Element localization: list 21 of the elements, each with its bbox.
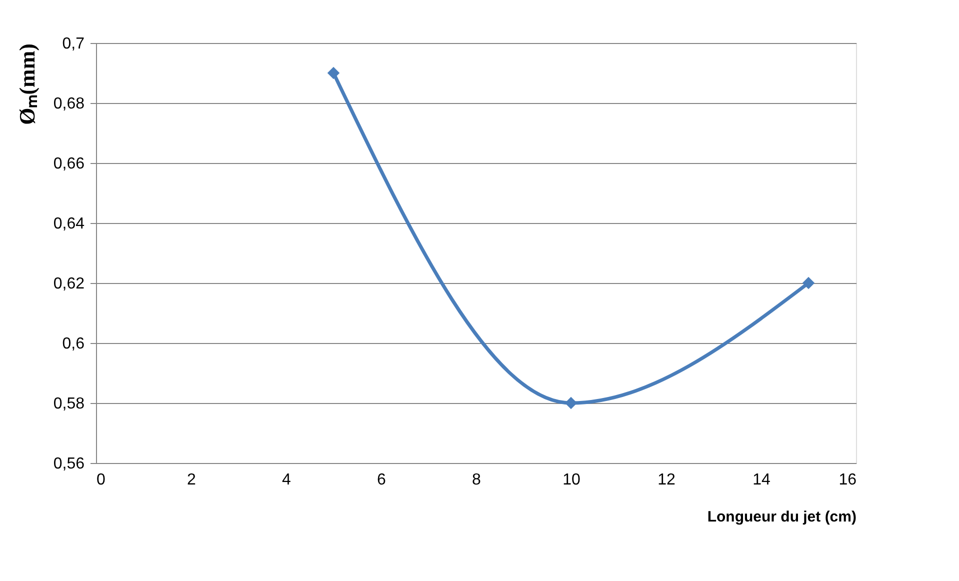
y-tick-label: 0,56 [53, 456, 85, 472]
x-tick-label: 10 [562, 472, 580, 488]
y-tick-label: 0,7 [62, 36, 85, 52]
x-tick-label: 16 [838, 472, 857, 488]
x-tick-label: 0 [96, 472, 106, 488]
x-tick-label: 8 [472, 472, 482, 488]
y-axis-title: Øₘ(mm) [14, 44, 40, 125]
y-tick-label: 0,68 [53, 96, 85, 112]
x-tick-label: 14 [752, 472, 770, 488]
x-tick-label: 12 [658, 472, 676, 488]
y-tick-label: 0,62 [53, 276, 85, 292]
point [327, 66, 340, 80]
x-axis-title: Longueur du jet (cm) [707, 508, 856, 526]
x-tick-label: 6 [377, 472, 386, 488]
y-tick-label: 0,6 [62, 336, 85, 352]
point [802, 276, 815, 290]
x-tick-label: 4 [282, 472, 292, 488]
y-tick-label: 0,64 [53, 216, 85, 232]
y-tick-label: 0,66 [53, 156, 85, 172]
x-tick-label: 2 [187, 472, 196, 488]
y-tick-label: 0,58 [53, 396, 85, 412]
